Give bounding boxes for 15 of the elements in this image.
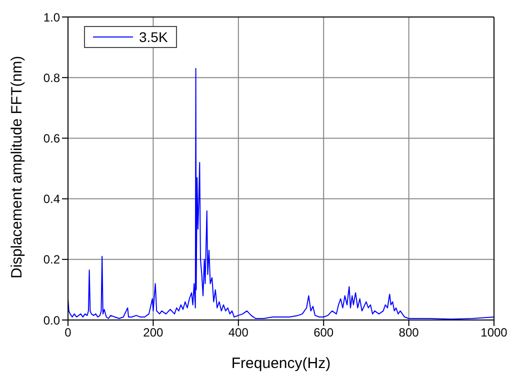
x-axis-title: Frequency(Hz) — [231, 355, 331, 372]
y-tick-label: 0.6 — [43, 131, 60, 146]
x-tick-label: 1000 — [480, 326, 508, 340]
y-tick-label: 0.4 — [43, 192, 60, 206]
y-tick-label: 1.0 — [43, 10, 60, 24]
y-tick-label: 0.0 — [43, 313, 60, 328]
legend-label: 3.5K — [139, 29, 168, 45]
x-tick-label: 200 — [143, 326, 164, 340]
y-tick-label: 0.2 — [43, 252, 60, 267]
y-axis-title: Displacement amplitude FFT(nm) — [8, 56, 26, 278]
x-tick-label: 600 — [314, 326, 334, 340]
x-tick-label: 800 — [398, 326, 420, 340]
x-tick-label: 0 — [64, 326, 72, 340]
x-tick-label: 400 — [228, 326, 249, 340]
y-tick-label: 0.8 — [43, 70, 60, 85]
